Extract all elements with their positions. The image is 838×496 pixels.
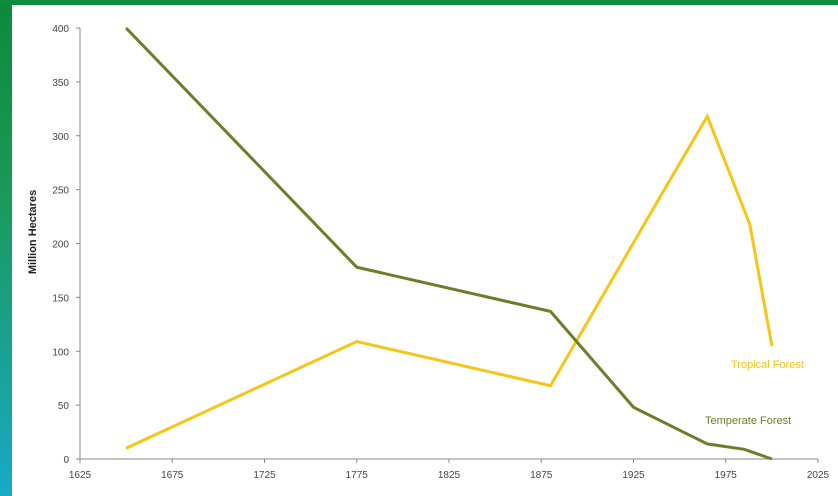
y-tick-label: 350 — [52, 78, 69, 89]
y-tick-label: 100 — [52, 347, 69, 358]
x-tick-label: 1725 — [253, 470, 276, 481]
x-tick-label: 1825 — [438, 470, 461, 481]
x-tick-label: 1775 — [346, 470, 369, 481]
x-tick-label: 1675 — [161, 470, 184, 481]
x-tick-label: 2025 — [807, 470, 830, 481]
series-label: Tropical Forest — [731, 359, 804, 371]
axes — [79, 28, 818, 460]
slide-top-border — [0, 0, 838, 5]
y-axis-label: Million Hectares — [27, 190, 39, 274]
x-axis-ticks: 1625 1675 1725 1775 1825 1875 1925 1975 2025 — [69, 459, 830, 481]
y-axis-ticks: 0 50 100 150 200 250 300 350 400 — [52, 24, 80, 466]
y-tick-label: 50 — [58, 401, 70, 412]
series-line-temperate-forest — [125, 26, 773, 461]
series-line-tropical-forest — [125, 112, 774, 450]
chart-background — [12, 5, 838, 496]
x-tick-label: 1625 — [69, 470, 92, 481]
series-label: Temperate Forest — [705, 415, 791, 427]
x-tick-label: 1875 — [530, 470, 553, 481]
y-tick-label: 200 — [52, 240, 69, 251]
y-tick-label: 150 — [52, 293, 69, 304]
y-tick-label: 400 — [52, 24, 69, 35]
y-tick-label: 250 — [52, 186, 69, 197]
series-lines — [125, 26, 774, 461]
x-tick-label: 1925 — [622, 470, 645, 481]
y-tick-label: 0 — [63, 455, 69, 466]
x-tick-label: 1975 — [715, 470, 738, 481]
y-tick-label: 300 — [52, 132, 69, 143]
series-labels: Tropical Forest Temperate Forest — [705, 359, 804, 427]
